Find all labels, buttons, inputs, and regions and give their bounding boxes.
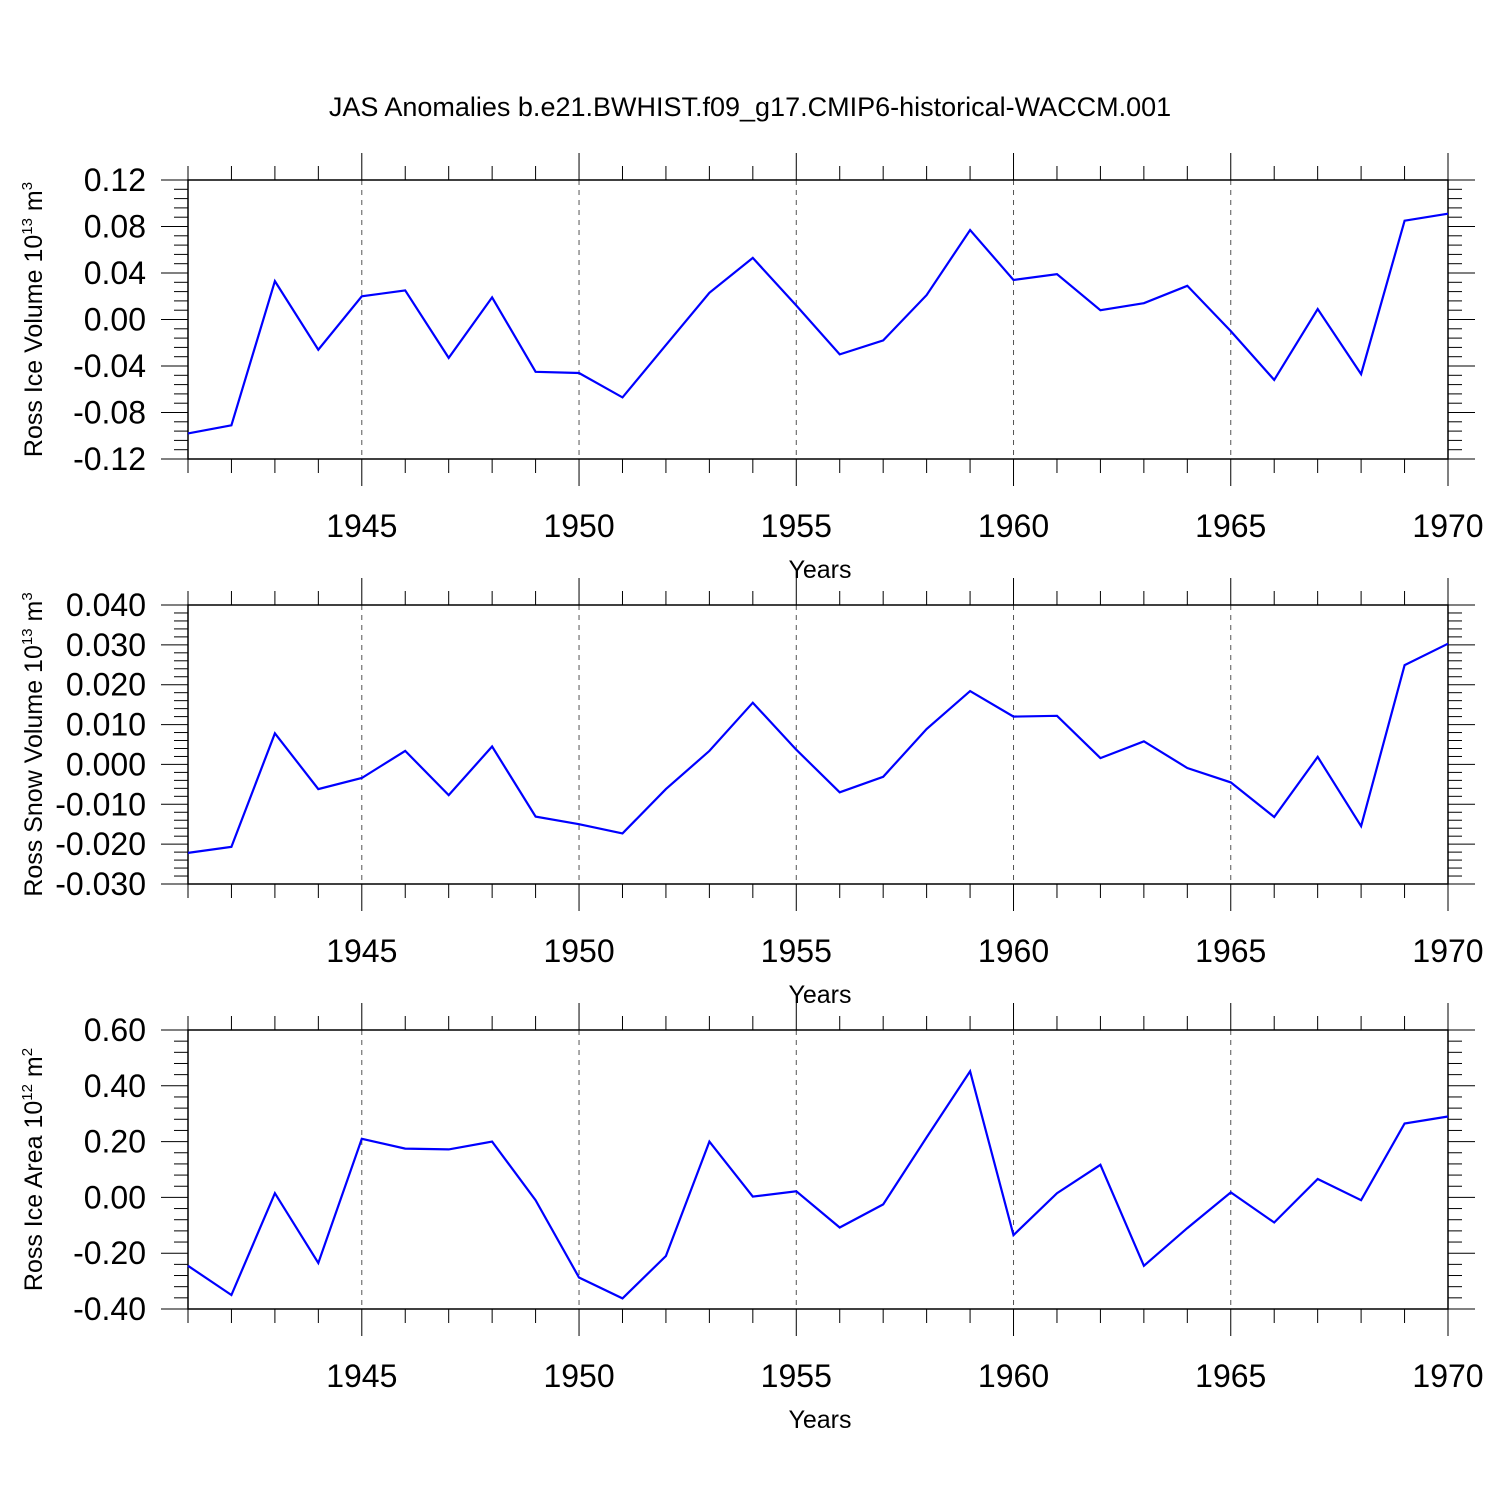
y-tick-label: 0.040: [66, 587, 146, 623]
x-tick-label: 1960: [978, 933, 1049, 969]
plot-frame: [187, 179, 1449, 460]
panel-1: -0.12 -0.08 -0.04 0.00 0.04 0.08 0.12 1945 1950 1…: [19, 153, 1484, 584]
y-tick-label: 0.020: [66, 667, 146, 703]
x-tick-label: 1945: [326, 508, 397, 544]
x-axis-label: Years: [788, 556, 851, 584]
series-line: [187, 212, 1449, 435]
y-tick-label: 0.08: [84, 209, 146, 245]
x-tick-label: 1965: [1195, 933, 1266, 969]
series-line: [187, 1068, 1449, 1300]
y-tick-label: 0.20: [84, 1124, 146, 1160]
y-tick-label: -0.04: [73, 348, 146, 384]
x-axis-label: Years: [788, 1406, 851, 1434]
y-tick-label: 0.60: [84, 1012, 146, 1048]
y-tick-label: 0.00: [84, 1179, 146, 1215]
x-tick-label: 1965: [1195, 508, 1266, 544]
series-line: [187, 642, 1449, 854]
plot-frame: [187, 604, 1449, 885]
y-axis-label: Ross Ice Area 1012 m2: [19, 1048, 48, 1291]
x-tick-label: 1955: [761, 933, 832, 969]
y-tick-label: 0.030: [66, 627, 146, 663]
x-tick-label: 1950: [543, 933, 614, 969]
panel-3: -0.40 -0.20 0.00 0.20 0.40 0.60 1945 1950 1955 19…: [19, 1003, 1484, 1434]
y-tick-label: 0.12: [84, 162, 146, 198]
y-tick-label: -0.20: [73, 1235, 146, 1271]
y-tick-label: -0.020: [55, 826, 146, 862]
x-tick-label: 1960: [978, 1358, 1049, 1394]
y-axis-label: Ross Snow Volume 1013 m3: [19, 592, 48, 896]
x-tick-label: 1970: [1412, 933, 1483, 969]
x-tick-label: 1965: [1195, 1358, 1266, 1394]
x-tick-label: 1970: [1412, 1358, 1483, 1394]
x-tick-label: 1945: [326, 1358, 397, 1394]
x-tick-label: 1955: [761, 508, 832, 544]
y-tick-label: 0.04: [84, 255, 146, 291]
y-tick-label: -0.40: [73, 1291, 146, 1327]
y-tick-label: 0.40: [84, 1068, 146, 1104]
x-tick-label: 1945: [326, 933, 397, 969]
plot-frame: [187, 1029, 1449, 1310]
y-tick-label: 0.00: [84, 302, 146, 338]
chart-title: JAS Anomalies b.e21.BWHIST.f09_g17.CMIP6…: [329, 92, 1171, 122]
y-tick-label: -0.010: [55, 786, 146, 822]
y-tick-label: -0.12: [73, 441, 146, 477]
y-tick-label: 0.010: [66, 707, 146, 743]
x-tick-label: 1950: [543, 508, 614, 544]
chart-panels: -0.12 -0.08 -0.04 0.00 0.04 0.08 0.12 1945 1950 1…: [19, 153, 1484, 1434]
y-axis-label: Ross Ice Volume 1013 m3: [19, 182, 48, 457]
y-tick-label: -0.030: [55, 866, 146, 902]
x-tick-label: 1970: [1412, 508, 1483, 544]
x-tick-label: 1960: [978, 508, 1049, 544]
y-tick-label: 0.000: [66, 746, 146, 782]
y-tick-label: -0.08: [73, 395, 146, 431]
x-tick-label: 1950: [543, 1358, 614, 1394]
x-axis-label: Years: [788, 981, 851, 1009]
x-tick-label: 1955: [761, 1358, 832, 1394]
